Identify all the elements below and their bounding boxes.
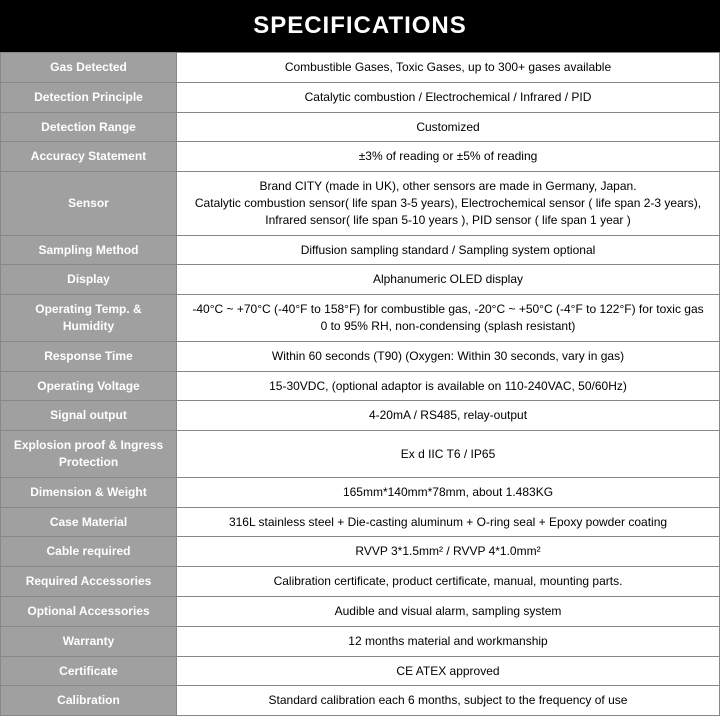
spec-value: 12 months material and workmanship — [177, 626, 720, 656]
table-row: Warranty12 months material and workmansh… — [1, 626, 720, 656]
spec-label: Accuracy Statement — [1, 142, 177, 172]
table-row: Signal output4-20mA / RS485, relay-outpu… — [1, 401, 720, 431]
spec-label: Required Accessories — [1, 567, 177, 597]
spec-table: Gas DetectedCombustible Gases, Toxic Gas… — [0, 52, 720, 716]
spec-value: Catalytic combustion / Electrochemical /… — [177, 82, 720, 112]
table-row: SensorBrand CITY (made in UK), other sen… — [1, 172, 720, 235]
table-row: Operating Voltage15-30VDC, (optional ada… — [1, 371, 720, 401]
spec-label: Case Material — [1, 507, 177, 537]
table-row: Explosion proof & Ingress ProtectionEx d… — [1, 431, 720, 478]
spec-label: Sampling Method — [1, 235, 177, 265]
spec-value: 316L stainless steel + Die-casting alumi… — [177, 507, 720, 537]
spec-value: Brand CITY (made in UK), other sensors a… — [177, 172, 720, 235]
spec-value: 15-30VDC, (optional adaptor is available… — [177, 371, 720, 401]
spec-value: ±3% of reading or ±5% of reading — [177, 142, 720, 172]
spec-value: RVVP 3*1.5mm² / RVVP 4*1.0mm² — [177, 537, 720, 567]
spec-value: Audible and visual alarm, sampling syste… — [177, 596, 720, 626]
table-row: CertificateCE ATEX approved — [1, 656, 720, 686]
spec-label: Signal output — [1, 401, 177, 431]
table-row: CalibrationStandard calibration each 6 m… — [1, 686, 720, 716]
spec-label: Cable required — [1, 537, 177, 567]
spec-label: Response Time — [1, 341, 177, 371]
spec-value: 165mm*140mm*78mm, about 1.483KG — [177, 477, 720, 507]
table-row: Sampling MethodDiffusion sampling standa… — [1, 235, 720, 265]
page-title: SPECIFICATIONS — [0, 0, 720, 52]
spec-label: Detection Principle — [1, 82, 177, 112]
spec-label: Explosion proof & Ingress Protection — [1, 431, 177, 478]
table-row: Response TimeWithin 60 seconds (T90) (Ox… — [1, 341, 720, 371]
spec-label: Optional Accessories — [1, 596, 177, 626]
spec-label: Detection Range — [1, 112, 177, 142]
table-row: Cable requiredRVVP 3*1.5mm² / RVVP 4*1.0… — [1, 537, 720, 567]
spec-label: Warranty — [1, 626, 177, 656]
spec-label: Display — [1, 265, 177, 295]
table-row: Dimension & Weight165mm*140mm*78mm, abou… — [1, 477, 720, 507]
spec-value: -40°C ~ +70°C (-40°F to 158°F) for combu… — [177, 295, 720, 342]
spec-value: Customized — [177, 112, 720, 142]
spec-label: Operating Voltage — [1, 371, 177, 401]
table-row: DisplayAlphanumeric OLED display — [1, 265, 720, 295]
table-row: Optional AccessoriesAudible and visual a… — [1, 596, 720, 626]
spec-label: Dimension & Weight — [1, 477, 177, 507]
spec-value: Combustible Gases, Toxic Gases, up to 30… — [177, 53, 720, 83]
spec-label: Certificate — [1, 656, 177, 686]
table-row: Operating Temp. & Humidity-40°C ~ +70°C … — [1, 295, 720, 342]
spec-value: Diffusion sampling standard / Sampling s… — [177, 235, 720, 265]
table-row: Gas DetectedCombustible Gases, Toxic Gas… — [1, 53, 720, 83]
spec-label: Operating Temp. & Humidity — [1, 295, 177, 342]
spec-value: 4-20mA / RS485, relay-output — [177, 401, 720, 431]
spec-label: Calibration — [1, 686, 177, 716]
table-row: Accuracy Statement±3% of reading or ±5% … — [1, 142, 720, 172]
spec-value: Within 60 seconds (T90) (Oxygen: Within … — [177, 341, 720, 371]
spec-value: Alphanumeric OLED display — [177, 265, 720, 295]
table-row: Detection RangeCustomized — [1, 112, 720, 142]
table-row: Case Material316L stainless steel + Die-… — [1, 507, 720, 537]
table-row: Detection PrincipleCatalytic combustion … — [1, 82, 720, 112]
spec-value: Standard calibration each 6 months, subj… — [177, 686, 720, 716]
table-row: Required AccessoriesCalibration certific… — [1, 567, 720, 597]
spec-label: Gas Detected — [1, 53, 177, 83]
spec-value: Calibration certificate, product certifi… — [177, 567, 720, 597]
spec-value: CE ATEX approved — [177, 656, 720, 686]
spec-value: Ex d IIC T6 / IP65 — [177, 431, 720, 478]
spec-label: Sensor — [1, 172, 177, 235]
